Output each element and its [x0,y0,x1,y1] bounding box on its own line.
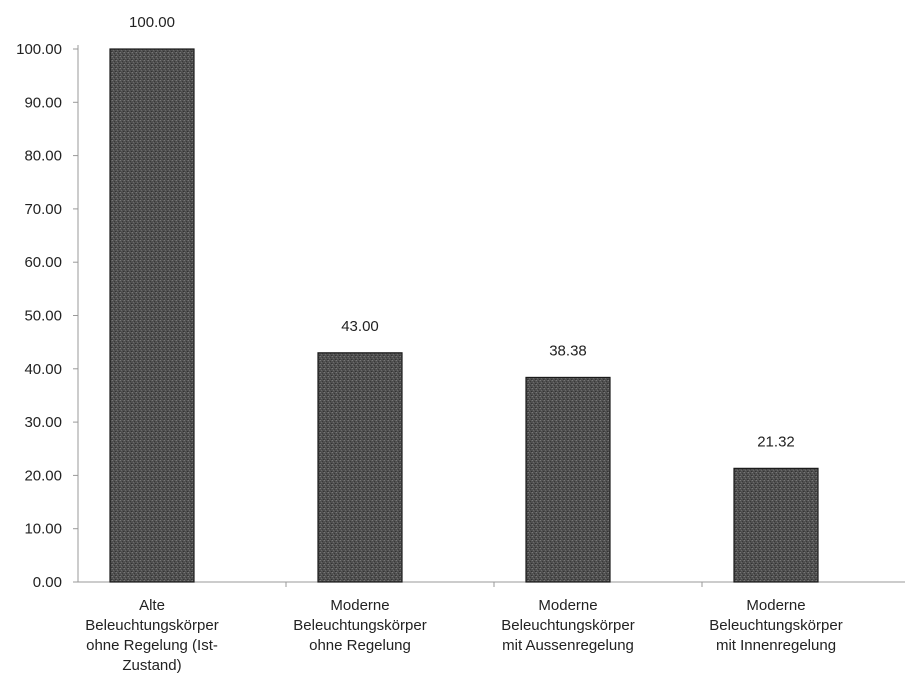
x-category-label-line: Beleuchtungskörper [709,617,842,634]
bar [733,467,819,583]
y-tick-label: 100.00 [16,41,62,58]
x-axis-labels: Alte Beleuchtungskörper ohne Regelung (Ist… [85,597,842,674]
data-label: 100.00 [129,14,175,31]
y-axis-ticks: 0.00 10.00 20.00 30.00 40.00 50.00 60.00 70.00 8… [16,41,78,591]
x-category-label-line: mit Aussenregelung [502,637,634,654]
x-category-label-line: ohne Regelung (Ist- [86,637,218,654]
y-tick-label: 60.00 [24,254,62,271]
bar [317,352,403,583]
x-category-label-line: Beleuchtungskörper [293,617,426,634]
x-category-label-line: Moderne [538,597,597,614]
x-category-label: Moderne Beleuchtungskörper ohne Regelung [293,597,426,654]
x-category-label-line: Beleuchtungskörper [85,617,218,634]
y-tick-label: 30.00 [24,414,62,431]
bars [109,48,819,583]
x-category-label-line: mit Innenregelung [716,637,836,654]
x-category-label: Moderne Beleuchtungskörper mit Innenregelu… [709,597,842,654]
x-category-label-line: Zustand) [122,657,181,674]
data-label: 21.32 [757,433,795,450]
y-tick-label: 80.00 [24,148,62,165]
x-category-label-line: Beleuchtungskörper [501,617,634,634]
y-tick-label: 20.00 [24,467,62,484]
x-category-label: Alte Beleuchtungskörper ohne Regelung (Ist… [85,597,218,674]
data-label: 43.00 [341,318,379,335]
y-tick-label: 50.00 [24,308,62,325]
y-tick-label: 10.00 [24,521,62,538]
x-category-label-line: Alte [139,597,165,614]
y-tick-label: 0.00 [33,574,62,591]
value-labels: 100.00 43.00 38.38 21.32 [129,14,795,450]
y-tick-label: 70.00 [24,201,62,218]
x-category-label-line: Moderne [330,597,389,614]
bar [525,376,611,583]
x-category-label-line: ohne Regelung [309,637,411,654]
x-category-label: Moderne Beleuchtungskörper mit Aussenregel… [501,597,634,654]
x-category-label-line: Moderne [746,597,805,614]
y-tick-label: 40.00 [24,361,62,378]
data-label: 38.38 [549,342,587,359]
bar [109,48,195,583]
y-tick-label: 90.00 [24,94,62,111]
